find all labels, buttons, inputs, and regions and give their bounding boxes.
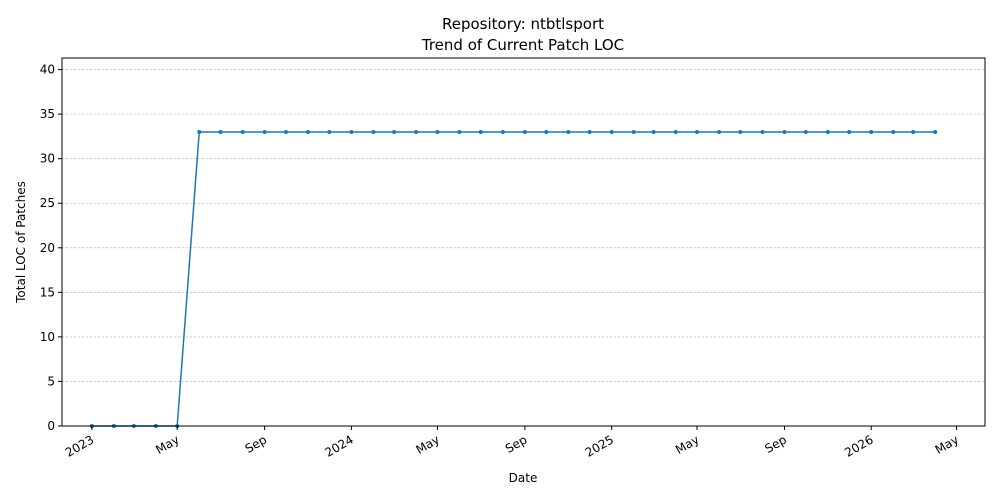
chart-title-line1: Repository: ntbtlsport	[442, 15, 604, 33]
x-tick-label: 2024	[322, 432, 355, 459]
data-point	[262, 129, 267, 134]
x-tick-label: May	[153, 432, 181, 457]
data-point	[457, 129, 462, 134]
y-axis: 0 5 10 15 20 25 30 35 40	[40, 63, 62, 433]
y-tick-label: 20	[40, 241, 55, 255]
data-point	[869, 129, 874, 134]
x-tick-label: 2026	[842, 432, 875, 459]
data-point	[306, 129, 311, 134]
x-axis: 2023 May Sep 2024 May Sep 2025 May Sep 2026 May	[63, 426, 961, 460]
data-point	[933, 129, 938, 134]
chart-title-line2: Trend of Current Patch LOC	[421, 36, 624, 54]
y-tick-label: 0	[47, 419, 55, 433]
data-point	[782, 129, 787, 134]
x-tick-label: 2023	[63, 432, 96, 459]
data-point	[544, 129, 549, 134]
data-point	[631, 129, 636, 134]
y-axis-title: Total LOC of Patches	[14, 181, 28, 304]
data-point	[738, 129, 743, 134]
x-tick-label: May	[673, 432, 701, 457]
data-point	[803, 129, 808, 134]
x-tick-label: Sep	[243, 432, 270, 455]
data-point	[673, 129, 678, 134]
data-point	[891, 129, 896, 134]
data-point	[566, 129, 571, 134]
data-point	[651, 129, 656, 134]
data-point	[522, 129, 527, 134]
data-point	[327, 129, 332, 134]
x-tick-label: May	[933, 432, 961, 457]
data-point	[847, 129, 852, 134]
data-point	[371, 129, 376, 134]
y-tick-label: 10	[40, 330, 55, 344]
data-point	[609, 129, 614, 134]
data-point	[283, 129, 288, 134]
data-point	[717, 129, 722, 134]
data-point	[392, 129, 397, 134]
x-tick-label: Sep	[762, 432, 789, 455]
y-tick-label: 5	[47, 374, 55, 388]
y-tick-label: 35	[40, 107, 55, 121]
data-point	[587, 129, 592, 134]
data-point	[825, 129, 830, 134]
gridlines	[62, 69, 985, 427]
series-line	[91, 131, 936, 427]
series-layer	[89, 129, 938, 428]
x-tick-label: 2025	[583, 432, 616, 459]
y-tick-label: 15	[40, 285, 55, 299]
y-tick-label: 25	[40, 196, 55, 210]
data-point	[349, 129, 354, 134]
data-point	[695, 129, 700, 134]
data-point	[414, 129, 419, 134]
data-point	[760, 129, 765, 134]
x-tick-label: Sep	[503, 432, 530, 455]
y-tick-label: 40	[40, 63, 55, 77]
data-point	[911, 129, 916, 134]
data-point	[197, 129, 202, 134]
data-point	[218, 129, 223, 134]
x-axis-title: Date	[509, 471, 538, 485]
x-tick-label: May	[413, 432, 441, 457]
y-tick-label: 30	[40, 152, 55, 166]
data-point	[500, 129, 505, 134]
data-point	[435, 129, 440, 134]
data-point	[240, 129, 245, 134]
data-point	[478, 129, 483, 134]
plot-area-frame	[61, 57, 986, 427]
